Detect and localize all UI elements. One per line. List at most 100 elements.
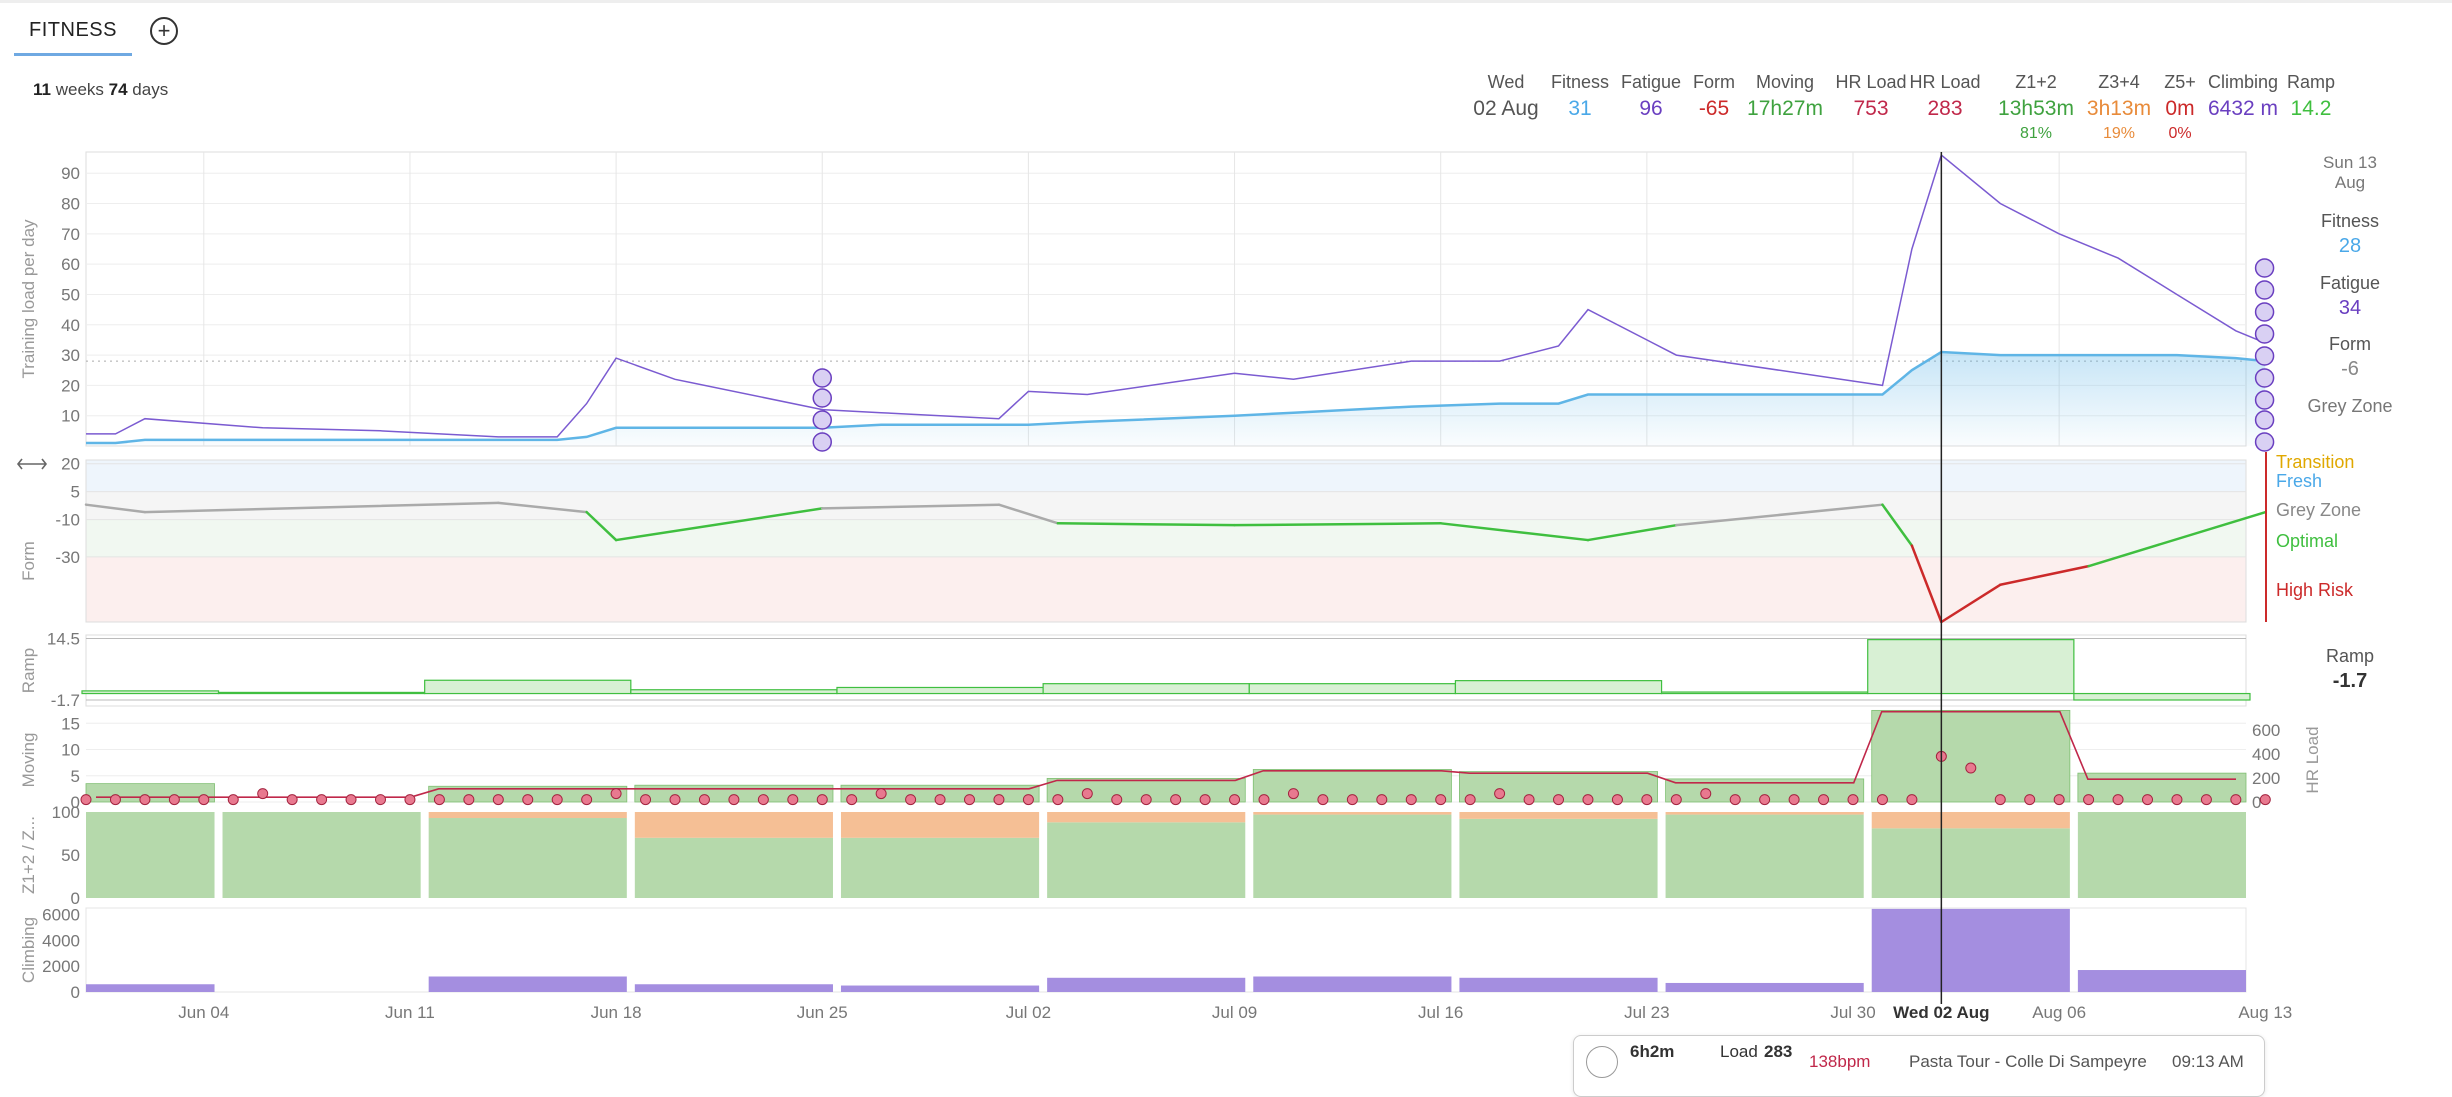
bike-icon xyxy=(1586,1046,1618,1078)
activity-marker xyxy=(2254,258,2275,278)
x-axis-tick-label: Aug 13 xyxy=(2238,1003,2292,1022)
summary-4: Moving 17h27m xyxy=(1747,72,1823,121)
hrload-dot xyxy=(1435,794,1447,806)
ramp-tick-label: 14.5 xyxy=(47,629,80,648)
climbing-bar xyxy=(1253,976,1452,992)
climbing-tick-label: 2000 xyxy=(42,957,80,976)
hrload-dot xyxy=(1287,788,1299,800)
hrload-y-axis-label: HR Load xyxy=(2303,726,2322,793)
zone34-bar xyxy=(840,812,1040,838)
hrload-dot xyxy=(2112,794,2124,806)
load-tick-label: 40 xyxy=(61,316,80,335)
plus-circle-icon[interactable]: + xyxy=(150,17,178,45)
ramp-bar xyxy=(1042,683,1250,695)
ramp-bar xyxy=(424,679,632,695)
zone12-bar xyxy=(840,837,1040,898)
side-ramp-label: Ramp xyxy=(2325,646,2375,666)
hrload-dot xyxy=(1052,794,1064,806)
form-line-segment xyxy=(1910,544,1943,624)
zone12-bar xyxy=(222,812,421,898)
hrload-dot xyxy=(492,794,504,806)
climbing-bar xyxy=(428,976,627,992)
side-form: Form -6 xyxy=(2329,334,2371,381)
zone12-bar xyxy=(1459,818,1658,898)
form-tick-label: -10 xyxy=(55,511,80,530)
hrload-dot xyxy=(80,794,92,806)
hrload-dot xyxy=(1376,794,1388,806)
summary-value: -65 xyxy=(1698,97,1730,120)
ramp-tick-label: -1.7 xyxy=(51,691,80,710)
hrload-dot xyxy=(433,794,445,806)
hrload-dot xyxy=(1199,794,1211,806)
lock-icon xyxy=(18,452,46,470)
form-line-segment xyxy=(2087,510,2267,568)
tab-fitness-label: FITNESS xyxy=(29,19,117,41)
fatigue-line xyxy=(86,153,2266,438)
summary-sub: 81% xyxy=(2019,125,2053,142)
form-tick-label: -30 xyxy=(55,548,80,567)
zone34-bar xyxy=(1871,812,2070,829)
tab-fitness[interactable]: FITNESS xyxy=(14,8,132,56)
x-axis-tick-label: Aug 06 xyxy=(2032,1003,2086,1022)
moving-tick-label: 10 xyxy=(61,741,80,760)
hrload-dot xyxy=(669,794,681,806)
activity-marker xyxy=(812,410,832,430)
ramp-bar xyxy=(1248,683,1457,695)
climbing-bar xyxy=(1459,977,1658,992)
summary-11: Ramp 14.2 xyxy=(2287,72,2335,121)
summary-8: Z3+4 3h13m 19% xyxy=(2087,72,2151,143)
hrload-tick-label: 0 xyxy=(2252,793,2261,812)
zone12-bar xyxy=(1871,828,2070,898)
hrload-dot xyxy=(640,794,652,806)
side-date: Sun 13 Aug xyxy=(2323,153,2377,193)
hrload-dot xyxy=(463,794,475,806)
activity-tooltip[interactable]: 6h2m Load 283 138bpm Pasta Tour - Colle … xyxy=(1573,1035,2265,1097)
side-date-line1: Sun 13 xyxy=(2323,153,2377,172)
days-count: 74 xyxy=(108,80,128,99)
summary-value: 02 Aug xyxy=(1473,97,1539,120)
hrload-dot xyxy=(1346,794,1358,806)
fitness-area xyxy=(86,352,2266,446)
hrload-dot xyxy=(1729,794,1741,806)
moving-tick-label: 0 xyxy=(71,793,80,812)
ramp-bar xyxy=(2073,692,2251,701)
climbing-bar xyxy=(86,984,215,992)
summary-1: Fitness 31 xyxy=(1551,72,1609,121)
climbing-y-axis-label: Climbing xyxy=(19,917,38,983)
climbing-bar xyxy=(634,984,833,992)
ramp-bar xyxy=(217,691,426,695)
hrload-dot xyxy=(286,794,298,806)
form-tick-label: 5 xyxy=(71,483,80,502)
hrload-dot xyxy=(787,794,799,806)
climbing-bar xyxy=(2077,970,2246,992)
form-line-segment xyxy=(84,503,147,514)
zones-tick-label: 0 xyxy=(71,889,80,908)
summary-value: 17h27m xyxy=(1747,97,1823,120)
ramp-bar xyxy=(1660,691,1869,695)
side-ramp: Ramp -1.7 xyxy=(2326,646,2374,693)
hrload-dot xyxy=(2083,794,2095,806)
summary-value: 0m xyxy=(2165,97,2195,120)
climbing-tick-label: 4000 xyxy=(42,931,80,950)
climbing-tick-label: 0 xyxy=(71,983,80,1002)
fitness-line xyxy=(86,350,2266,445)
activity-marker xyxy=(2254,346,2275,366)
form-line-segment xyxy=(997,503,1060,525)
load-tick-label: 50 xyxy=(61,285,80,304)
hrload-dot xyxy=(198,794,210,806)
climbing-bar xyxy=(1665,982,1864,992)
ramp-bar xyxy=(81,690,220,695)
side-fatigue-value: 34 xyxy=(2338,297,2362,319)
activity-marker xyxy=(2254,432,2275,452)
tooltip-load-value: 283 xyxy=(1764,1042,1793,1061)
hrload-dot xyxy=(1170,794,1182,806)
activity-marker xyxy=(812,368,832,388)
ramp-bar xyxy=(1867,639,2075,695)
form-line-segment xyxy=(143,501,500,514)
zone-label-2: Grey Zone xyxy=(2276,500,2362,520)
zone12-bar xyxy=(2077,812,2246,898)
hrload-dot xyxy=(905,794,917,806)
summary-label: HR Load xyxy=(1835,72,1907,92)
hrload-dot xyxy=(522,794,534,806)
